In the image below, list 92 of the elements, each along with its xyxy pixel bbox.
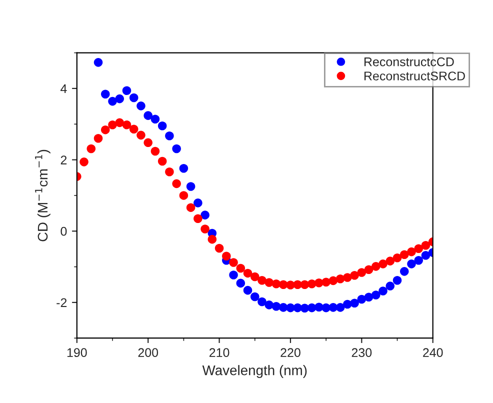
point [172, 179, 181, 188]
y-tick-label: 2 [60, 156, 67, 164]
legend-label: ReconstructcCD [364, 57, 454, 66]
y-tick-label: 0 [60, 226, 67, 236]
point [357, 268, 366, 277]
point [144, 138, 152, 148]
point [364, 265, 374, 274]
point [243, 286, 252, 295]
point [336, 303, 345, 312]
point [236, 278, 246, 288]
x-tick-label: 230 [352, 348, 372, 358]
x-tick-label: 220 [280, 348, 300, 358]
point [222, 252, 231, 260]
point [80, 158, 88, 166]
point [229, 258, 238, 267]
point [400, 250, 409, 260]
point [194, 214, 202, 224]
x-tick-label: 210 [209, 348, 230, 358]
point [186, 203, 196, 212]
point [172, 144, 181, 154]
point [357, 294, 366, 304]
point [392, 253, 402, 262]
point [364, 292, 374, 302]
point [122, 86, 132, 95]
point [115, 94, 124, 104]
point [136, 130, 146, 140]
point [165, 132, 174, 140]
point [307, 280, 316, 288]
point [158, 156, 167, 166]
point [94, 134, 103, 143]
point [350, 298, 359, 308]
point [243, 268, 252, 278]
point [328, 276, 338, 286]
point [236, 264, 246, 273]
point [129, 124, 138, 134]
point [186, 182, 196, 191]
point [336, 274, 345, 284]
point [208, 234, 217, 244]
y-axis-title: CD (M$^{−1}$cm$^{−1}$) [35, 150, 50, 242]
point [258, 276, 266, 285]
point [400, 267, 409, 276]
point [94, 58, 103, 67]
legend-label: ReconstructSRCD [364, 72, 465, 80]
point [386, 282, 395, 290]
point [200, 224, 210, 234]
point [214, 244, 224, 253]
point [322, 278, 330, 287]
point [392, 276, 402, 285]
point [343, 300, 352, 309]
point [136, 102, 146, 110]
point [258, 297, 266, 306]
y-tick-label: -2 [56, 298, 67, 307]
x-tick-label: 190 [67, 348, 87, 358]
point [100, 125, 110, 134]
point [250, 272, 260, 282]
point [165, 168, 174, 176]
x-tick-label: 200 [138, 348, 158, 358]
point [264, 300, 274, 310]
point [158, 122, 167, 130]
point [407, 247, 416, 256]
point [100, 90, 110, 99]
y-tick-label: 4 [60, 84, 67, 93]
point [386, 256, 395, 266]
point [86, 144, 96, 154]
point [286, 280, 295, 290]
point [179, 191, 188, 200]
point [194, 198, 202, 208]
point [150, 114, 160, 124]
point [144, 111, 152, 120]
point [421, 240, 430, 250]
x-axis-title: Wavelength (nm) [202, 365, 307, 378]
point [407, 260, 416, 268]
point [150, 146, 160, 156]
point [229, 270, 238, 280]
point [179, 164, 188, 173]
point [200, 210, 210, 220]
point [250, 292, 260, 302]
point [421, 250, 430, 260]
point [108, 96, 117, 106]
point [122, 120, 132, 130]
point [372, 262, 380, 271]
x-tick-label: 240 [423, 348, 443, 358]
point [343, 273, 352, 282]
point [129, 93, 138, 102]
point [414, 244, 424, 253]
point [378, 260, 388, 268]
point [378, 286, 388, 296]
point [350, 270, 359, 280]
point [372, 290, 380, 300]
point [115, 118, 124, 128]
point [108, 120, 117, 130]
point [414, 256, 424, 265]
